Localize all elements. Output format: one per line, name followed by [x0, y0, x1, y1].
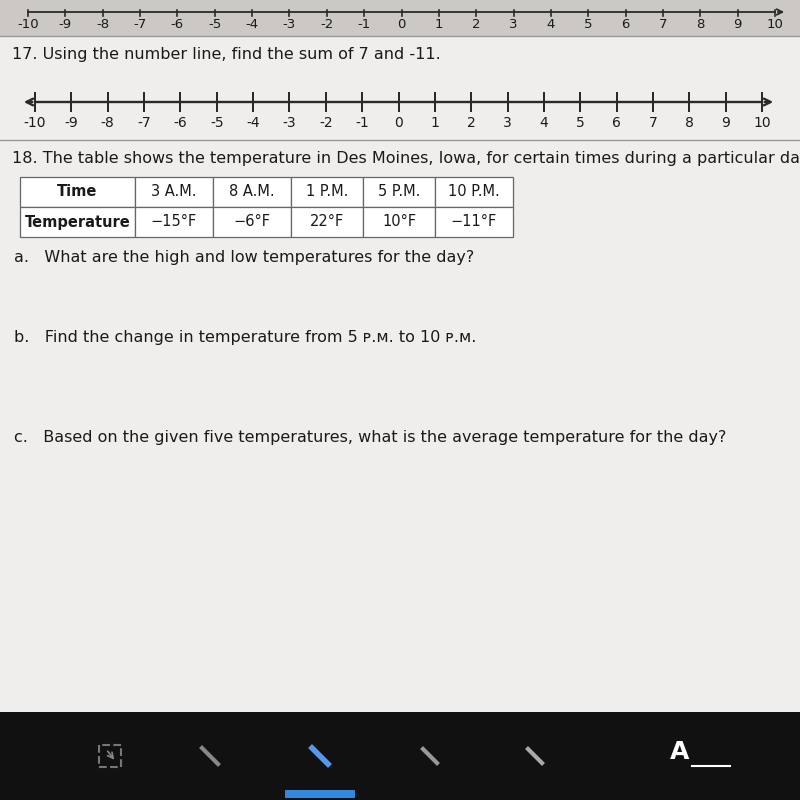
Bar — [291, 207, 363, 237]
Text: 7: 7 — [649, 116, 658, 130]
Text: -7: -7 — [134, 18, 146, 31]
Text: b.   Find the change in temperature from 5 ᴘ.ᴍ. to 10 ᴘ.ᴍ.: b. Find the change in temperature from 5… — [14, 330, 476, 345]
Text: 9: 9 — [734, 18, 742, 31]
Text: -1: -1 — [355, 116, 369, 130]
Text: 10 P.M.: 10 P.M. — [448, 185, 500, 199]
Text: 4: 4 — [539, 116, 548, 130]
Bar — [213, 207, 291, 237]
Text: 4: 4 — [546, 18, 555, 31]
Text: -3: -3 — [282, 116, 296, 130]
Text: -6: -6 — [171, 18, 184, 31]
Text: 3: 3 — [503, 116, 512, 130]
Text: -7: -7 — [138, 116, 151, 130]
Text: a.   What are the high and low temperatures for the day?: a. What are the high and low temperature… — [14, 250, 474, 265]
Text: 8 A.M.: 8 A.M. — [229, 185, 275, 199]
Text: -5: -5 — [210, 116, 223, 130]
Text: 5: 5 — [576, 116, 585, 130]
Bar — [135, 207, 213, 237]
Text: -9: -9 — [58, 18, 72, 31]
Text: -1: -1 — [358, 18, 370, 31]
Text: 2: 2 — [472, 18, 481, 31]
Bar — [20, 177, 135, 207]
Text: Temperature: Temperature — [25, 214, 130, 230]
Bar — [285, 790, 355, 798]
Text: 7: 7 — [658, 18, 667, 31]
Text: 1: 1 — [430, 116, 439, 130]
Bar — [20, 207, 135, 237]
Bar — [0, 36, 800, 712]
Text: −6°F: −6°F — [234, 214, 270, 230]
Text: 9: 9 — [722, 116, 730, 130]
Text: -4: -4 — [246, 18, 258, 31]
Text: 3 A.M.: 3 A.M. — [151, 185, 197, 199]
Text: c.   Based on the given five temperatures, what is the average temperature for t: c. Based on the given five temperatures,… — [14, 430, 726, 445]
Text: 1: 1 — [434, 18, 443, 31]
Text: Time: Time — [58, 185, 98, 199]
Text: 17. Using the number line, find the sum of 7 and -11.: 17. Using the number line, find the sum … — [12, 47, 441, 62]
Text: -2: -2 — [319, 116, 333, 130]
Text: 10°F: 10°F — [382, 214, 416, 230]
Text: 6: 6 — [612, 116, 621, 130]
Text: 5: 5 — [584, 18, 593, 31]
Text: -4: -4 — [246, 116, 260, 130]
Text: 2: 2 — [467, 116, 475, 130]
Text: -10: -10 — [17, 18, 39, 31]
Text: -8: -8 — [101, 116, 114, 130]
Text: 8: 8 — [696, 18, 705, 31]
Bar — [435, 177, 513, 207]
Text: −11°F: −11°F — [451, 214, 497, 230]
Bar — [435, 207, 513, 237]
Text: -8: -8 — [96, 18, 110, 31]
Text: -3: -3 — [283, 18, 296, 31]
Text: 3: 3 — [510, 18, 518, 31]
Bar — [363, 177, 435, 207]
Text: 18. The table shows the temperature in Des Moines, Iowa, for certain times durin: 18. The table shows the temperature in D… — [12, 151, 800, 166]
Text: 22°F: 22°F — [310, 214, 344, 230]
Bar — [0, 712, 800, 800]
Bar — [213, 177, 291, 207]
Text: 8: 8 — [685, 116, 694, 130]
Text: A: A — [670, 740, 690, 764]
Bar — [135, 177, 213, 207]
Text: −15°F: −15°F — [151, 214, 197, 230]
Text: 10: 10 — [753, 116, 771, 130]
Bar — [291, 177, 363, 207]
Bar — [363, 207, 435, 237]
Text: -6: -6 — [174, 116, 187, 130]
Text: -2: -2 — [320, 18, 334, 31]
Text: -5: -5 — [208, 18, 222, 31]
Text: -10: -10 — [24, 116, 46, 130]
Text: 10: 10 — [766, 18, 783, 31]
Text: 0: 0 — [398, 18, 406, 31]
Text: 0: 0 — [394, 116, 403, 130]
Text: 6: 6 — [622, 18, 630, 31]
Text: 1 P.M.: 1 P.M. — [306, 185, 348, 199]
Text: 5 P.M.: 5 P.M. — [378, 185, 420, 199]
Text: -9: -9 — [65, 116, 78, 130]
